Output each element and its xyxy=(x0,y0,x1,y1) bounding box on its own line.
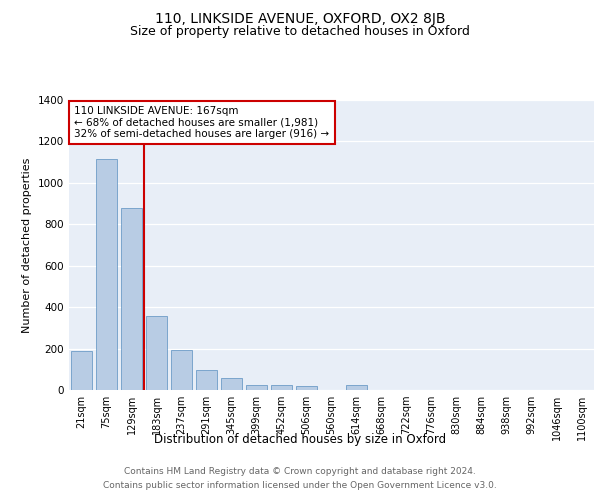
Bar xyxy=(346,385,367,390)
Bar xyxy=(196,370,217,390)
Bar xyxy=(221,378,242,390)
Bar xyxy=(171,350,192,390)
Y-axis label: Number of detached properties: Number of detached properties xyxy=(22,158,32,332)
Bar xyxy=(296,386,317,390)
Bar xyxy=(121,208,142,390)
Bar xyxy=(71,350,92,390)
Bar xyxy=(96,159,117,390)
Text: Contains HM Land Registry data © Crown copyright and database right 2024.: Contains HM Land Registry data © Crown c… xyxy=(124,468,476,476)
Text: Size of property relative to detached houses in Oxford: Size of property relative to detached ho… xyxy=(130,25,470,38)
Bar xyxy=(271,386,292,390)
Text: Distribution of detached houses by size in Oxford: Distribution of detached houses by size … xyxy=(154,432,446,446)
Text: 110, LINKSIDE AVENUE, OXFORD, OX2 8JB: 110, LINKSIDE AVENUE, OXFORD, OX2 8JB xyxy=(155,12,445,26)
Text: 110 LINKSIDE AVENUE: 167sqm
← 68% of detached houses are smaller (1,981)
32% of : 110 LINKSIDE AVENUE: 167sqm ← 68% of det… xyxy=(74,106,329,139)
Bar xyxy=(246,385,267,390)
Bar xyxy=(146,316,167,390)
Text: Contains public sector information licensed under the Open Government Licence v3: Contains public sector information licen… xyxy=(103,481,497,490)
